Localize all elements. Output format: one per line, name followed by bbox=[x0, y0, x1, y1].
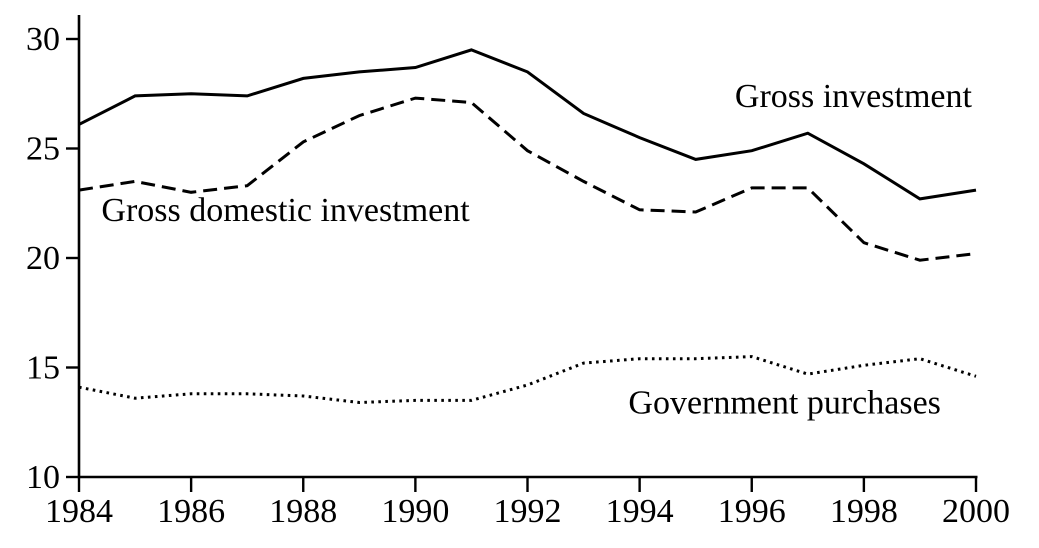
series-layer bbox=[78, 48, 977, 405]
y-tick-label: 15 bbox=[26, 350, 60, 387]
series-label-gross-domestic-investment: Gross domestic investment bbox=[101, 192, 470, 229]
y-tick-label: 25 bbox=[26, 131, 60, 168]
series-label-government-purchases: Government purchases bbox=[628, 385, 941, 422]
series-line-gross-domestic-investment bbox=[78, 96, 977, 262]
x-tick-label: 1996 bbox=[718, 493, 786, 530]
x-tick-label: 1986 bbox=[157, 493, 225, 530]
y-tick-label: 20 bbox=[26, 240, 60, 277]
series-label-gross-investment: Gross investment bbox=[735, 78, 973, 115]
x-tick-label: 2000 bbox=[942, 493, 1010, 530]
series-line-gross-investment bbox=[78, 48, 977, 201]
x-tick-label: 1998 bbox=[830, 493, 898, 530]
series-line-government-purchases bbox=[78, 355, 977, 405]
y-tick-label: 30 bbox=[26, 21, 60, 58]
x-tick-label: 1990 bbox=[381, 493, 449, 530]
x-tick-label: 1988 bbox=[269, 493, 337, 530]
x-tick-label: 1992 bbox=[494, 493, 562, 530]
series-labels-layer: Gross investment Gross domestic investmen… bbox=[101, 78, 972, 422]
x-tick-label: 1984 bbox=[45, 493, 113, 530]
x-tick-label: 1994 bbox=[606, 493, 674, 530]
y-tick-label: 10 bbox=[26, 459, 60, 496]
